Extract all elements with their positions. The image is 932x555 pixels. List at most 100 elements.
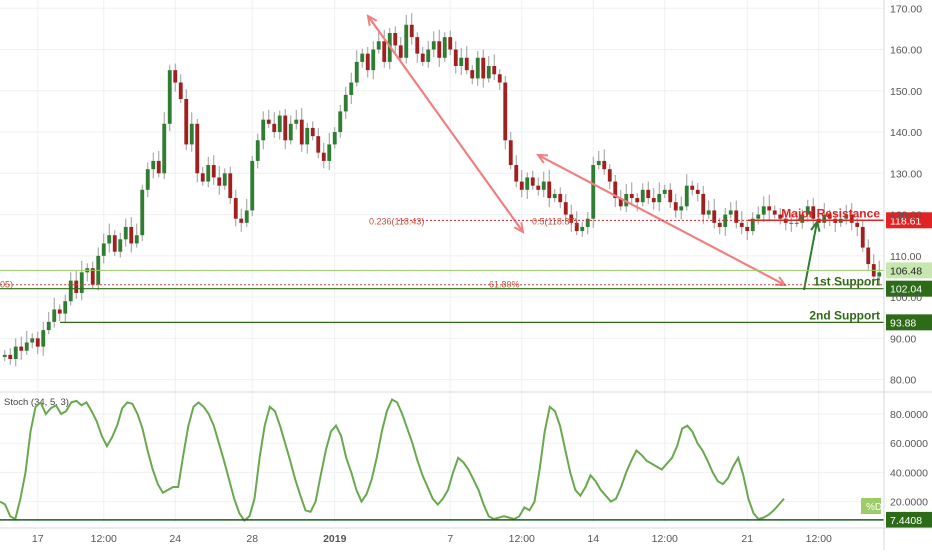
bounce-arrow bbox=[803, 221, 818, 291]
candle-body bbox=[299, 119, 304, 145]
candle-body bbox=[371, 49, 376, 71]
candle-body bbox=[426, 49, 431, 62]
candle-body bbox=[184, 99, 189, 145]
time-tick-label: 14 bbox=[587, 533, 599, 545]
candle-body bbox=[420, 53, 425, 62]
fib-label-236: 0.236(118.43) bbox=[369, 216, 424, 226]
candle-body bbox=[453, 49, 458, 67]
candle-body bbox=[35, 338, 40, 347]
candle-body bbox=[761, 206, 766, 215]
candle-body bbox=[349, 82, 354, 95]
time-tick-label: 12:00 bbox=[806, 533, 832, 545]
level-tag bbox=[886, 280, 932, 297]
candle-body bbox=[398, 45, 403, 58]
candle-body bbox=[360, 53, 365, 62]
grid bbox=[0, 0, 884, 522]
candle-body bbox=[596, 160, 601, 166]
candle-body bbox=[728, 210, 733, 215]
candle-body bbox=[618, 198, 623, 207]
candle-body bbox=[129, 226, 134, 244]
candle-body bbox=[255, 140, 260, 161]
candle-body bbox=[497, 74, 502, 83]
candle-body bbox=[288, 123, 293, 141]
candle-body bbox=[519, 181, 524, 190]
candle-body bbox=[233, 198, 238, 219]
candle-body bbox=[316, 136, 321, 153]
price-tick-label: 150.00 bbox=[890, 86, 922, 98]
trend-arrows bbox=[366, 14, 821, 291]
candle-body bbox=[602, 160, 607, 170]
candle-body bbox=[376, 41, 381, 50]
candle-body bbox=[2, 354, 7, 357]
bounce-arrow-head bbox=[810, 219, 821, 232]
candle-body bbox=[162, 123, 167, 174]
downtrend-arrow-2b bbox=[537, 154, 786, 286]
candle-body bbox=[8, 354, 13, 359]
price-tick-label: 100.00 bbox=[890, 292, 922, 304]
candle-body bbox=[173, 70, 178, 83]
candle-body bbox=[789, 222, 794, 224]
candle-body bbox=[805, 206, 810, 215]
candle-body bbox=[431, 41, 436, 50]
price-tick-label: 110.00 bbox=[890, 251, 921, 263]
candle-body bbox=[189, 123, 194, 145]
candle-body bbox=[629, 193, 634, 199]
candle-body bbox=[90, 268, 95, 285]
candle-body bbox=[712, 210, 717, 223]
candle-body bbox=[470, 70, 475, 79]
level-label: Major Resistance bbox=[781, 206, 880, 220]
candle-body bbox=[277, 115, 282, 133]
candle-body bbox=[283, 115, 288, 141]
candle-body bbox=[305, 127, 310, 145]
candle-body bbox=[63, 301, 68, 314]
stoch-tick-label: 20.0000 bbox=[890, 497, 928, 509]
candle-body bbox=[673, 202, 678, 211]
candle-body bbox=[211, 165, 216, 178]
candle-body bbox=[750, 218, 755, 232]
candle-body bbox=[668, 189, 673, 203]
price-tick-label: 160.00 bbox=[890, 45, 922, 57]
candle-body bbox=[134, 235, 139, 244]
candle-body bbox=[492, 66, 497, 75]
candle-body bbox=[690, 185, 695, 190]
candle-body bbox=[877, 272, 882, 277]
candle-body bbox=[717, 222, 722, 227]
candle-body bbox=[866, 247, 871, 265]
stoch-title: Stoch (34, 5, 3) bbox=[4, 397, 69, 408]
stochastic-panel: Stoch (34, 5, 3) %D 7.4408 bbox=[0, 397, 932, 528]
level-tag-value: 102.04 bbox=[890, 284, 922, 296]
time-tick-label: 24 bbox=[169, 533, 181, 545]
candle-body bbox=[266, 119, 271, 124]
candle-body bbox=[178, 82, 183, 100]
price-tick-label: 170.00 bbox=[890, 3, 922, 15]
candle-body bbox=[486, 66, 491, 79]
candle-body bbox=[79, 272, 84, 293]
candle-body bbox=[332, 132, 337, 145]
levels: 106.48 0.236(118.43) 0.5(118.87) 61.80% 05) M… bbox=[0, 206, 932, 331]
candle-body bbox=[68, 280, 73, 302]
candle-body bbox=[206, 165, 211, 182]
candle-body bbox=[558, 193, 563, 203]
candle-body bbox=[321, 152, 326, 161]
price-tick-label: 80.00 bbox=[890, 375, 916, 387]
candle-body bbox=[508, 140, 513, 166]
stoch-series-tag bbox=[861, 498, 881, 514]
current-price-tag bbox=[886, 262, 932, 279]
candle-body bbox=[41, 330, 46, 347]
candle-body bbox=[195, 123, 200, 174]
candle-body bbox=[52, 309, 57, 322]
candle-body bbox=[640, 189, 645, 203]
candle-body bbox=[167, 70, 172, 124]
candle-body bbox=[145, 169, 150, 190]
candle-body bbox=[701, 193, 706, 215]
stoch-series-label: %D bbox=[866, 502, 882, 513]
candle-body bbox=[24, 342, 29, 351]
candle-body bbox=[635, 198, 640, 203]
level-label: 1st Support bbox=[813, 275, 880, 289]
time-tick-label: 12:00 bbox=[509, 533, 535, 545]
candle-body bbox=[860, 226, 865, 248]
candle-body bbox=[156, 160, 161, 174]
